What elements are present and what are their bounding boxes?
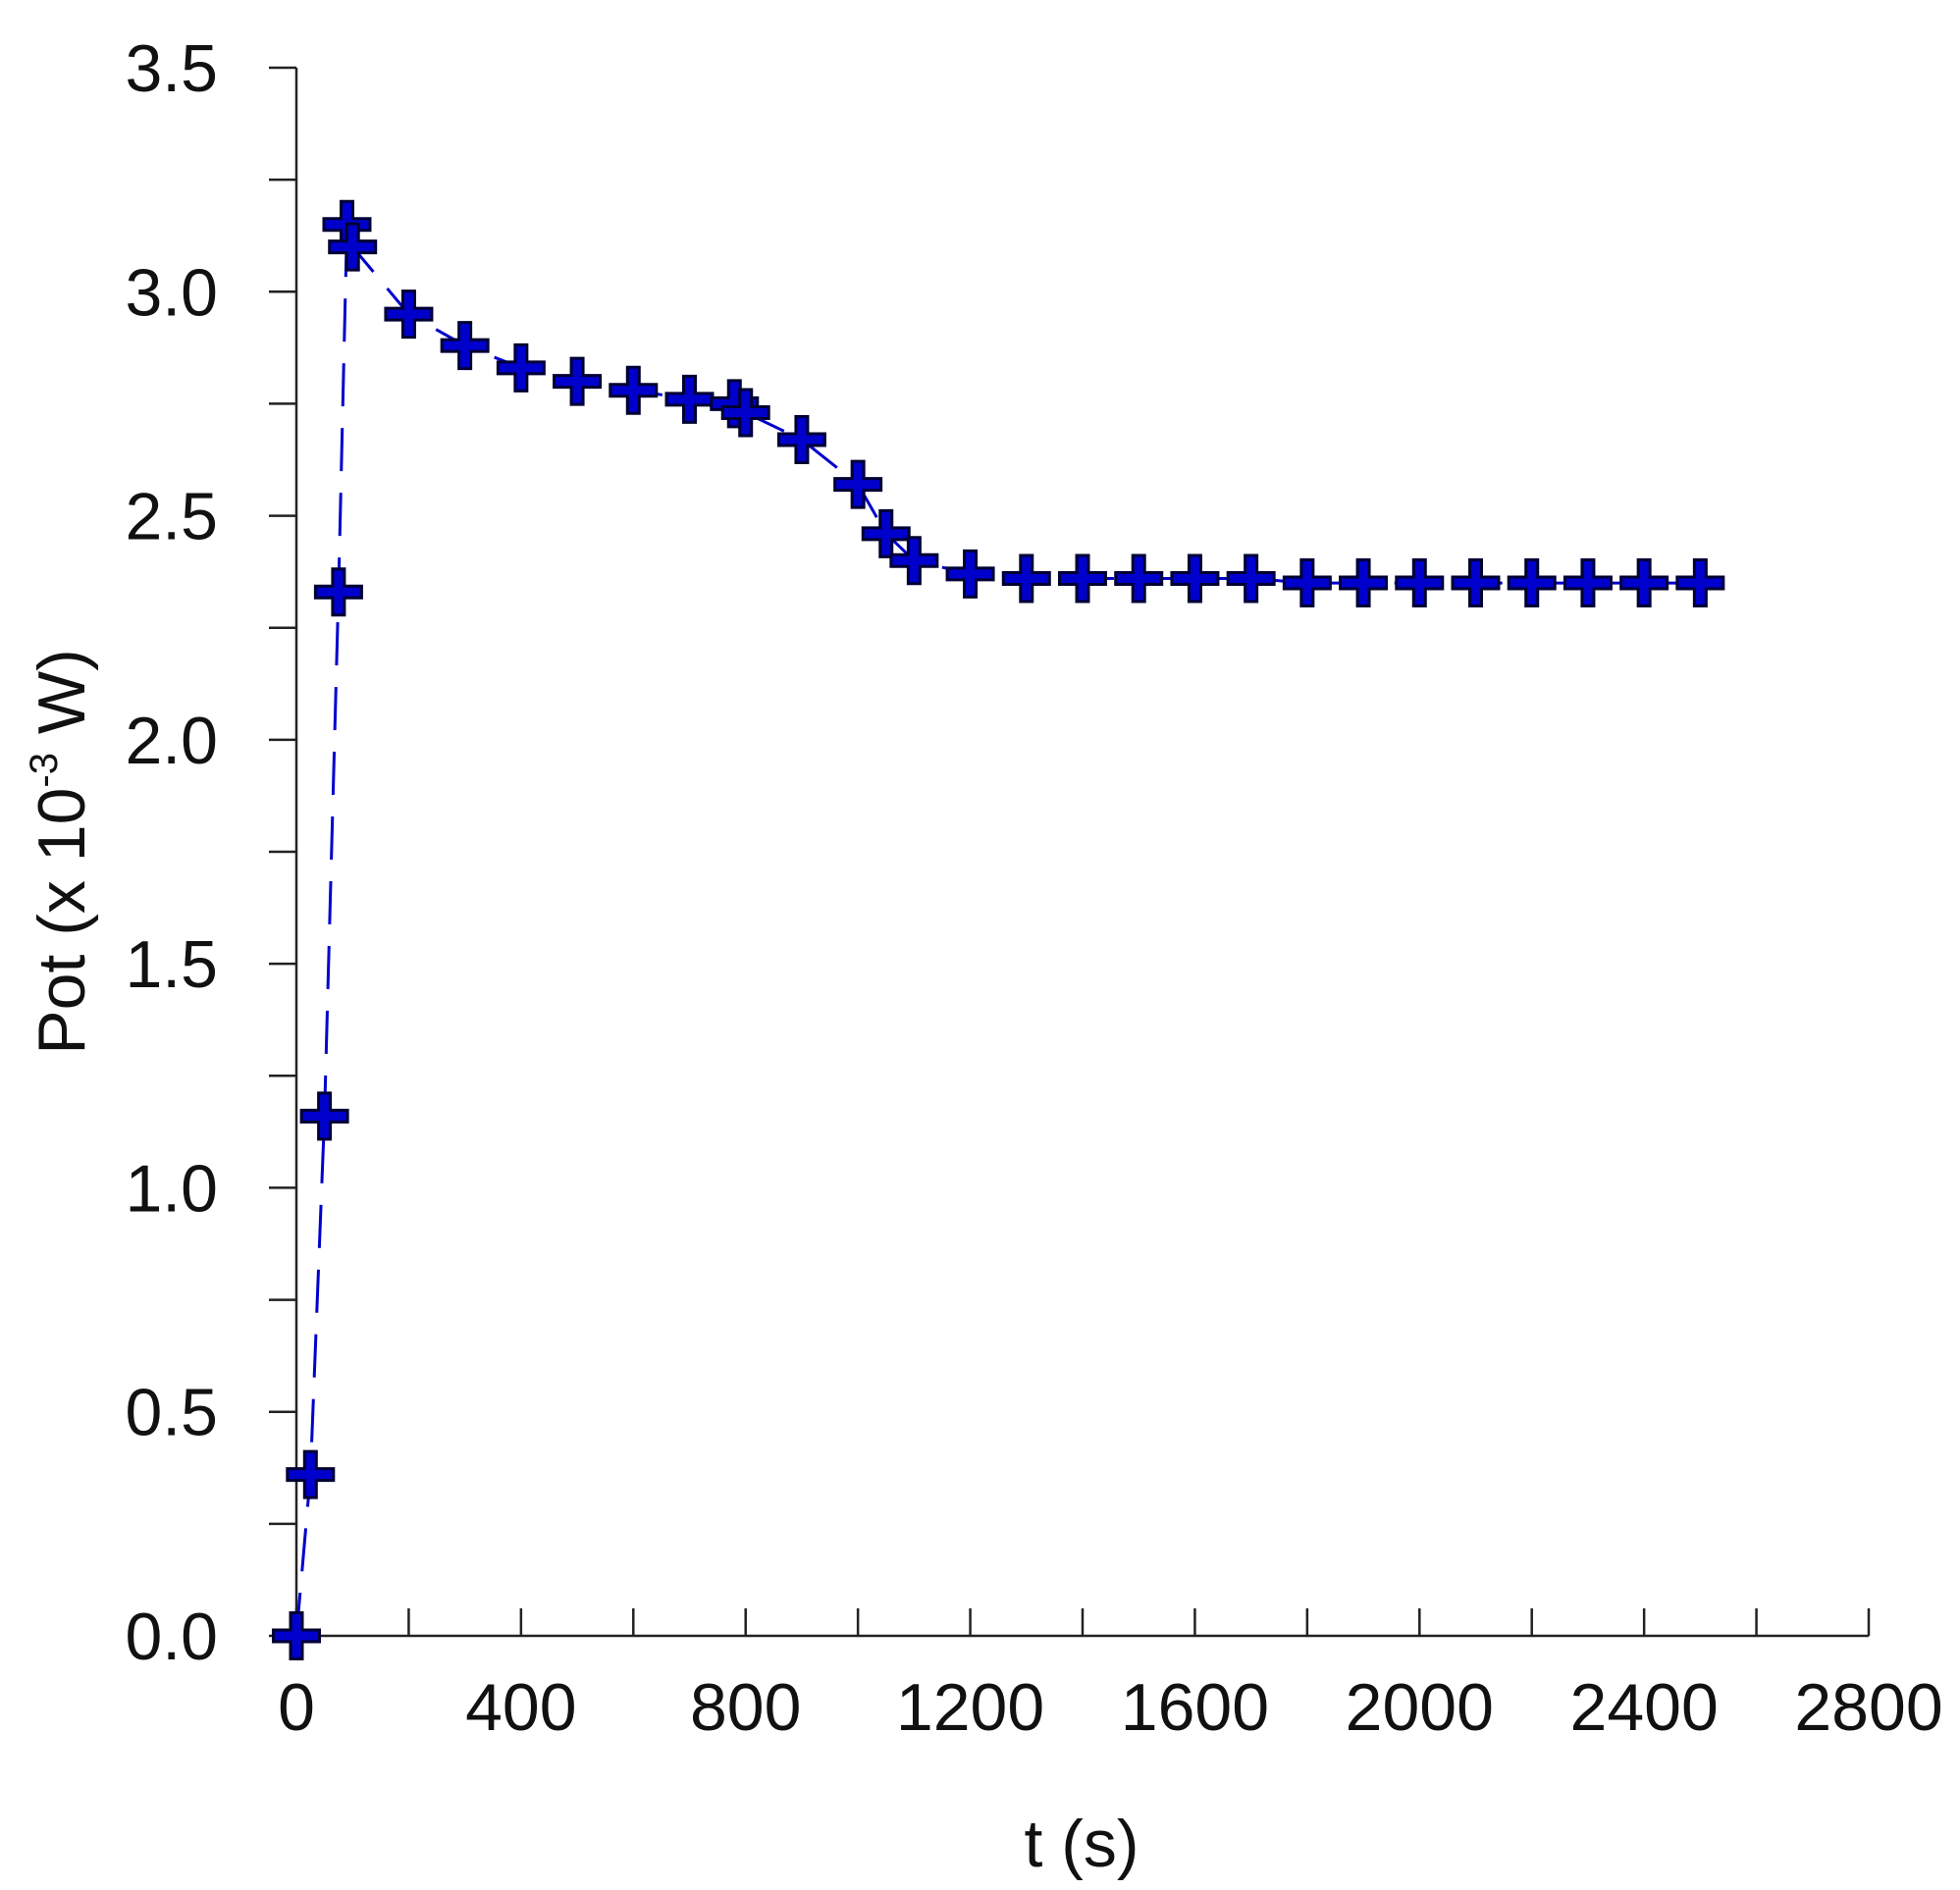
y-axis-title-prefix: Pot (x 10	[25, 788, 99, 1055]
x-axis-title: t (s)	[1024, 1807, 1139, 1881]
y-axis-title-exponent: -3	[23, 753, 66, 788]
data-point	[776, 414, 826, 464]
data-point	[1282, 558, 1332, 608]
data-point	[1339, 558, 1389, 608]
x-tick-labels: 0 400 800 1200 1600 2000 2400 2800	[278, 1670, 1943, 1745]
x-tick-label: 1600	[1121, 1670, 1269, 1745]
data-point	[1675, 558, 1725, 608]
data-point	[664, 374, 715, 424]
x-tick-label: 2000	[1346, 1670, 1494, 1745]
x-tick-label: 1200	[896, 1670, 1044, 1745]
y-tick-label: 1.5	[125, 927, 218, 1002]
y-tick-label: 1.0	[125, 1151, 218, 1226]
data-point	[286, 1449, 336, 1499]
y-tick-label: 0.0	[125, 1600, 218, 1674]
y-tick-label: 2.5	[125, 480, 218, 554]
data-point	[384, 289, 434, 340]
data-point	[313, 567, 363, 617]
y-tick-label: 0.5	[125, 1376, 218, 1450]
data-point	[609, 365, 659, 415]
x-tick-label: 400	[465, 1670, 576, 1745]
x-tick-label: 2400	[1570, 1670, 1719, 1745]
series-plot	[272, 199, 1725, 1660]
data-point	[496, 342, 546, 393]
x-tick-label: 2800	[1794, 1670, 1942, 1745]
data-point	[889, 536, 939, 586]
x-tick-label: 800	[690, 1670, 801, 1745]
data-point	[328, 222, 378, 272]
data-point	[1507, 558, 1557, 608]
data-point	[1058, 553, 1107, 604]
y-tick-labels: 0.0 0.5 1.0 1.5 2.0 2.5 3.0 3.5	[125, 31, 218, 1674]
y-tick-label: 3.5	[125, 31, 218, 106]
data-point	[833, 459, 883, 509]
data-point	[720, 388, 770, 438]
data-point	[1226, 553, 1276, 604]
data-point	[861, 508, 911, 558]
y-axis-title-suffix: W)	[25, 649, 99, 753]
y-tick-label: 2.0	[125, 704, 218, 778]
axes	[269, 66, 1871, 1638]
data-point	[1451, 558, 1501, 608]
data-point	[1170, 553, 1220, 604]
series-line	[294, 224, 1701, 1637]
data-point	[1619, 558, 1669, 608]
y-axis-title: Pot (x 10-3 W)	[23, 649, 99, 1054]
data-point	[1001, 553, 1051, 604]
data-point	[945, 549, 995, 599]
data-point	[1114, 553, 1164, 604]
data-point	[440, 321, 490, 371]
data-point	[553, 356, 603, 406]
data-point	[1395, 558, 1445, 608]
y-tick-label: 3.0	[125, 255, 218, 330]
data-point	[299, 1091, 349, 1141]
x-tick-label: 0	[278, 1670, 315, 1745]
data-point	[272, 1611, 321, 1660]
data-point	[1563, 558, 1613, 608]
